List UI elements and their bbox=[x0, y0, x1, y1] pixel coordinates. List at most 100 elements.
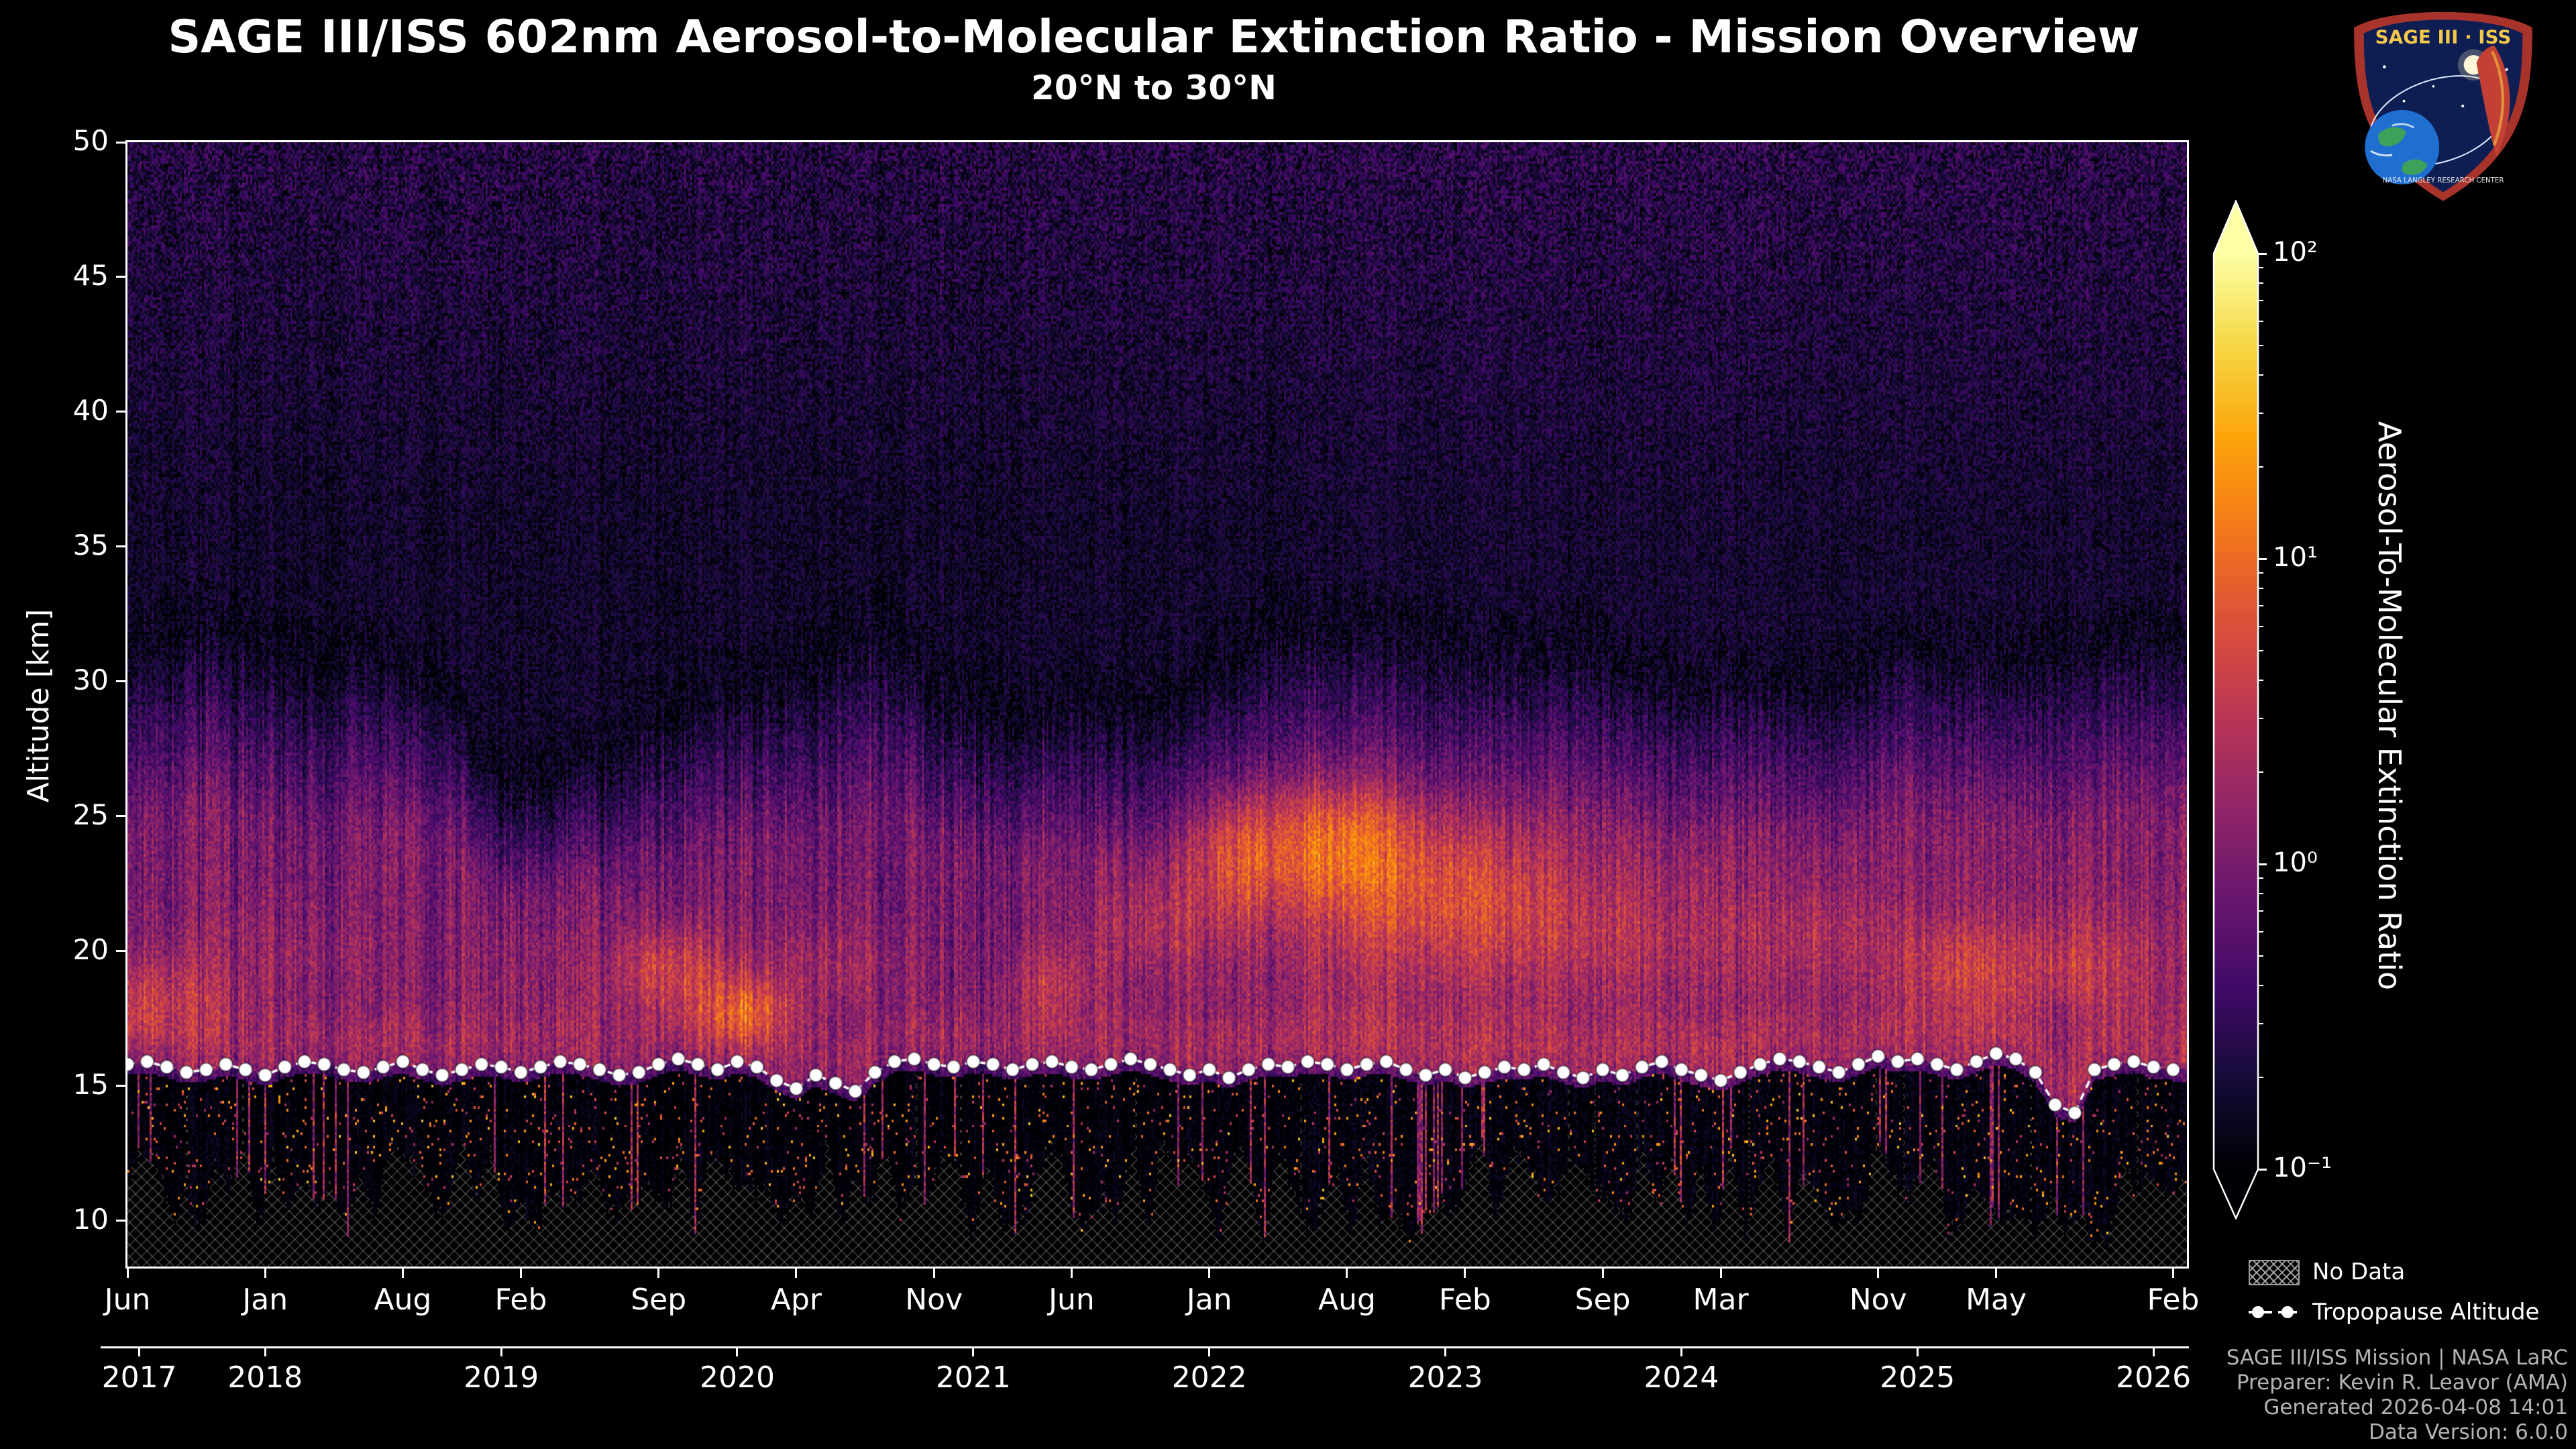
footer-preparer: Preparer: Kevin R. Leavor (AMA) bbox=[2236, 1371, 2568, 1395]
x-month-label: Jan bbox=[1186, 1283, 1232, 1317]
year-label: 2020 bbox=[699, 1360, 775, 1395]
colorbar-minor-tick bbox=[2258, 680, 2263, 682]
y-tick-label: 40 bbox=[72, 393, 109, 427]
x-tick bbox=[1995, 1269, 1998, 1278]
heatmap-canvas bbox=[127, 142, 2187, 1267]
colorbar-minor-tick bbox=[2258, 300, 2263, 302]
x-tick bbox=[519, 1269, 522, 1278]
y-tick bbox=[116, 815, 125, 818]
x-month-label: Feb bbox=[2147, 1283, 2200, 1317]
colorbar-minor-tick bbox=[2258, 344, 2263, 346]
x-month-label: Feb bbox=[1438, 1283, 1491, 1317]
colorbar-minor-tick bbox=[2258, 910, 2263, 912]
year-label: 2021 bbox=[935, 1360, 1011, 1395]
colorbar-tick-label: 10¹ bbox=[2273, 542, 2318, 573]
colorbar-minor-tick bbox=[2258, 466, 2263, 468]
year-axis-line bbox=[101, 1346, 2189, 1348]
logo-earth bbox=[2365, 109, 2440, 184]
x-month-label: Aug bbox=[1318, 1283, 1376, 1317]
year-tick bbox=[264, 1348, 266, 1356]
x-tick bbox=[126, 1269, 129, 1278]
y-axis-label: Altitude [km] bbox=[21, 608, 56, 803]
year-tick bbox=[1208, 1348, 1211, 1356]
y-tick-label: 20 bbox=[72, 932, 109, 966]
x-month-label: Nov bbox=[1849, 1283, 1907, 1317]
logo-banner-text: NASA LANGLEY RESEARCH CENTER bbox=[2383, 177, 2504, 184]
x-tick bbox=[795, 1269, 798, 1278]
x-tick bbox=[1601, 1269, 1604, 1278]
year-tick bbox=[1916, 1348, 1919, 1356]
year-tick bbox=[500, 1348, 502, 1356]
sage-iss-mission-logo: SAGE III · ISS NASA LANGLEY RESEARCH CEN… bbox=[2354, 11, 2532, 201]
x-month-label: Feb bbox=[494, 1283, 547, 1317]
x-tick bbox=[1070, 1269, 1073, 1278]
colorbar-minor-tick bbox=[2258, 893, 2263, 895]
year-label: 2019 bbox=[464, 1360, 539, 1395]
no-data-legend-label: No Data bbox=[2312, 1258, 2406, 1285]
colorbar-minor-tick bbox=[2258, 877, 2263, 879]
x-tick bbox=[657, 1269, 660, 1278]
x-month-label: Sep bbox=[1574, 1283, 1631, 1317]
x-tick bbox=[402, 1269, 404, 1278]
year-tick bbox=[736, 1348, 739, 1356]
y-tick bbox=[116, 950, 125, 953]
colorbar-minor-tick bbox=[2258, 1022, 2263, 1024]
colorbar-minor-tick bbox=[2258, 985, 2263, 987]
logo-figure bbox=[2476, 45, 2510, 157]
x-month-label: Nov bbox=[905, 1283, 963, 1317]
x-month-label: Jun bbox=[1049, 1283, 1095, 1317]
y-tick-label: 35 bbox=[72, 528, 109, 561]
colorbar-minor-tick bbox=[2258, 374, 2263, 376]
x-month-label: Mar bbox=[1693, 1283, 1749, 1317]
colorbar-minor-tick bbox=[2258, 771, 2263, 773]
y-tick-label: 50 bbox=[72, 124, 109, 157]
colorbar bbox=[2212, 200, 2259, 1220]
year-label: 2023 bbox=[1407, 1360, 1483, 1395]
x-tick bbox=[1346, 1269, 1348, 1278]
y-tick bbox=[116, 276, 125, 278]
y-tick bbox=[116, 411, 125, 413]
colorbar-label: Aerosol-To-Molecular Extinction Ratio bbox=[2371, 421, 2408, 991]
tropopause-legend-icon bbox=[2249, 1306, 2297, 1318]
y-tick bbox=[116, 680, 125, 683]
footer-mission: SAGE III/ISS Mission | NASA LaRC bbox=[2226, 1346, 2568, 1370]
x-month-label: Apr bbox=[770, 1283, 822, 1317]
year-label: 2026 bbox=[2116, 1360, 2192, 1395]
colorbar-minor-tick bbox=[2258, 266, 2263, 268]
colorbar-minor-tick bbox=[2258, 717, 2263, 719]
year-tick bbox=[972, 1348, 975, 1356]
x-month-label: Sep bbox=[631, 1283, 687, 1317]
year-tick bbox=[1680, 1348, 1682, 1356]
year-tick bbox=[138, 1348, 141, 1356]
x-month-label: Jan bbox=[242, 1283, 288, 1317]
x-month-label: Jun bbox=[104, 1283, 151, 1317]
colorbar-tick bbox=[2258, 863, 2267, 865]
colorbar-minor-tick bbox=[2258, 572, 2263, 574]
no-data-hatch-swatch bbox=[2249, 1260, 2300, 1285]
x-month-label: Aug bbox=[374, 1283, 432, 1317]
colorbar-minor-tick bbox=[2258, 412, 2263, 414]
colorbar-minor-tick bbox=[2258, 282, 2263, 284]
logo-title: SAGE III · ISS bbox=[2375, 26, 2512, 48]
colorbar-minor-tick bbox=[2258, 649, 2263, 651]
year-tick bbox=[2152, 1348, 2155, 1356]
x-tick bbox=[932, 1269, 935, 1278]
colorbar-minor-tick bbox=[2258, 930, 2263, 932]
footer-data-version: Data Version: 6.0.0 bbox=[2368, 1420, 2568, 1444]
x-tick bbox=[1208, 1269, 1211, 1278]
year-tick bbox=[1444, 1348, 1447, 1356]
x-tick bbox=[1877, 1269, 1880, 1278]
plot-area bbox=[125, 140, 2189, 1269]
x-tick bbox=[1719, 1269, 1722, 1278]
colorbar-minor-tick bbox=[2258, 955, 2263, 957]
x-tick bbox=[1464, 1269, 1466, 1278]
colorbar-tick bbox=[2258, 1168, 2267, 1171]
page-title: SAGE III/ISS 602nm Aerosol-to-Molecular … bbox=[168, 11, 2140, 64]
tropopause-legend-label: Tropopause Altitude bbox=[2312, 1299, 2540, 1326]
y-tick bbox=[116, 545, 125, 548]
x-tick bbox=[2171, 1269, 2174, 1278]
year-label: 2022 bbox=[1171, 1360, 1247, 1395]
colorbar-tick-label: 10⁻¹ bbox=[2273, 1152, 2332, 1183]
footer-generated: Generated 2026-04-08 14:01 bbox=[2263, 1395, 2568, 1419]
